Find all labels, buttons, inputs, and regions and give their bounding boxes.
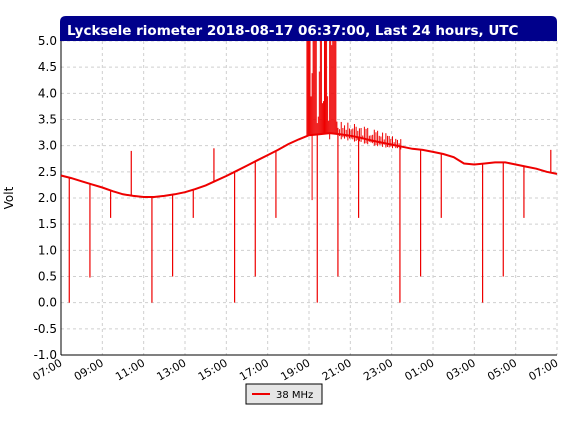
chart-title: Lycksele riometer 2018-08-17 06:37:00, L… [67,23,519,39]
x-tick-label: 17:00 [237,356,271,383]
y-tick-label: 4.5 [38,60,57,74]
x-tick-label: 07:00 [527,356,561,383]
y-tick-label: 0.0 [38,296,57,310]
plot-axes [60,41,557,356]
x-tick-label: 11:00 [113,356,147,383]
x-tick-label: 03:00 [444,356,478,383]
y-tick-label: 2.0 [38,191,57,205]
x-tick-label: 05:00 [485,356,519,383]
y-tick-label: 4.0 [38,86,57,100]
y-tick-label: 0.5 [38,270,57,284]
y-tick-label: -1.0 [34,348,57,362]
x-tick-label: 21:00 [320,356,354,383]
y-tick-label: 3.5 [38,113,57,127]
x-tick-labels: 07:00 09:00 11:00 13:00 15:00 17:00 19:00 21:00… [31,356,561,383]
legend: 38 MHz [245,383,323,405]
legend-label: 38 MHz [276,390,313,401]
title-banner: Lycksele riometer 2018-08-17 06:37:00, L… [60,16,557,41]
y-tick-label: 1.5 [38,217,57,231]
y-tick-label: 1.0 [38,243,57,257]
y-tick-label: 3.0 [38,139,57,153]
y-axis-label: Volt [2,186,16,209]
x-tick-label: 09:00 [72,356,106,383]
y-tick-label: -0.5 [34,322,57,336]
series-38mhz [60,41,558,303]
x-tick-label: 23:00 [361,356,395,383]
y-tick-labels: 5.0 4.5 4.0 3.5 3.0 2.5 2.0 1.5 1.0 0.5 0.0 -0.5 -1.… [34,34,57,362]
series-line [60,132,558,198]
x-tick-label: 15:00 [196,356,230,383]
y-tick-label: 2.5 [38,165,57,179]
x-tick-label: 01:00 [403,356,437,383]
x-tick-label: 19:00 [279,356,313,383]
y-tick-label: 5.0 [38,34,57,48]
x-tick-label: 13:00 [155,356,189,383]
